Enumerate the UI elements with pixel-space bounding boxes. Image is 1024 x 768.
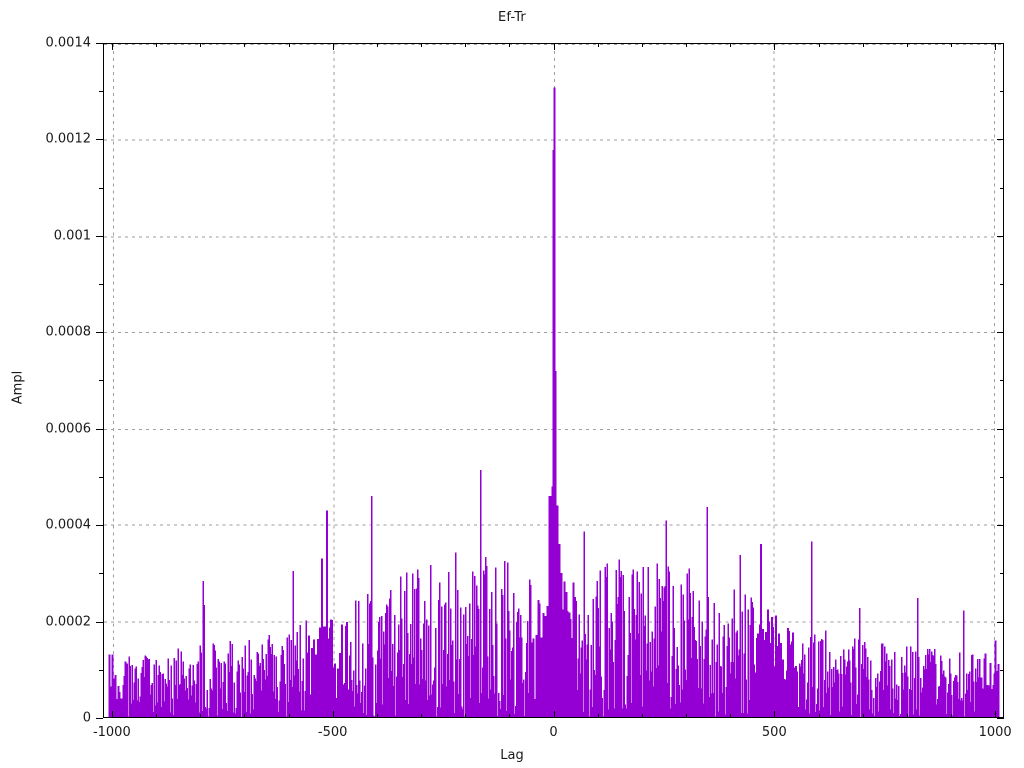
y-tick-label: 0.0002 xyxy=(45,614,92,630)
y-tick-label: 0.001 xyxy=(53,228,91,244)
x-tick-label: 500 xyxy=(761,725,787,740)
y-tick-label: 0 xyxy=(82,710,91,726)
y-tick-label: 0.0012 xyxy=(45,131,92,147)
x-tick-label: 0 xyxy=(549,725,558,740)
y-tick-label: 0.0004 xyxy=(45,517,92,533)
y-tick-label: 0.0006 xyxy=(45,421,92,437)
y-tick-label: 0.0008 xyxy=(45,324,92,340)
chart-title: Ef-Tr xyxy=(498,10,526,25)
y-axis-label: Ampl xyxy=(10,370,26,405)
x-tick-label: 1000 xyxy=(978,725,1012,740)
impulse-series xyxy=(108,87,1000,717)
x-axis-label: Lag xyxy=(500,748,524,763)
x-tick-label: -500 xyxy=(317,725,348,740)
x-tick-label: -1000 xyxy=(92,725,131,740)
y-tick-label: 0.0014 xyxy=(45,35,92,51)
plot-area xyxy=(103,43,1004,718)
